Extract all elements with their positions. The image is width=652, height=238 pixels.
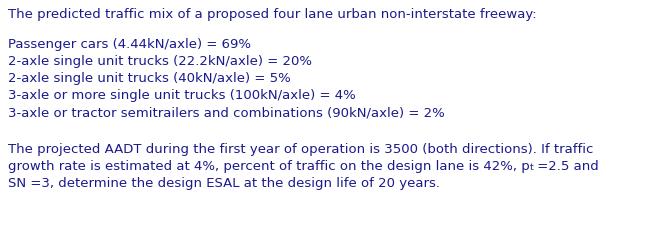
Text: 3-axle or more single unit trucks (100kN/axle) = 4%: 3-axle or more single unit trucks (100kN… [8,89,355,102]
Text: Passenger cars (4.44kN/axle) = 69%: Passenger cars (4.44kN/axle) = 69% [8,38,251,51]
Text: 2-axle single unit trucks (40kN/axle) = 5%: 2-axle single unit trucks (40kN/axle) = … [8,72,291,85]
Text: SN =3, determine the design ESAL at the design life of 20 years.: SN =3, determine the design ESAL at the … [8,177,440,190]
Text: t: t [529,163,533,172]
Text: The predicted traffic mix of a proposed four lane urban non-interstate freeway:: The predicted traffic mix of a proposed … [8,8,537,21]
Text: 3-axle or tractor semitrailers and combinations (90kN/axle) = 2%: 3-axle or tractor semitrailers and combi… [8,106,445,119]
Text: The projected AADT during the first year of operation is 3500 (both directions).: The projected AADT during the first year… [8,143,593,156]
Text: 2-axle single unit trucks (22.2kN/axle) = 20%: 2-axle single unit trucks (22.2kN/axle) … [8,55,312,68]
Text: growth rate is estimated at 4%, percent of traffic on the design lane is 42%, p: growth rate is estimated at 4%, percent … [8,160,529,173]
Text: =2.5 and: =2.5 and [533,160,599,173]
